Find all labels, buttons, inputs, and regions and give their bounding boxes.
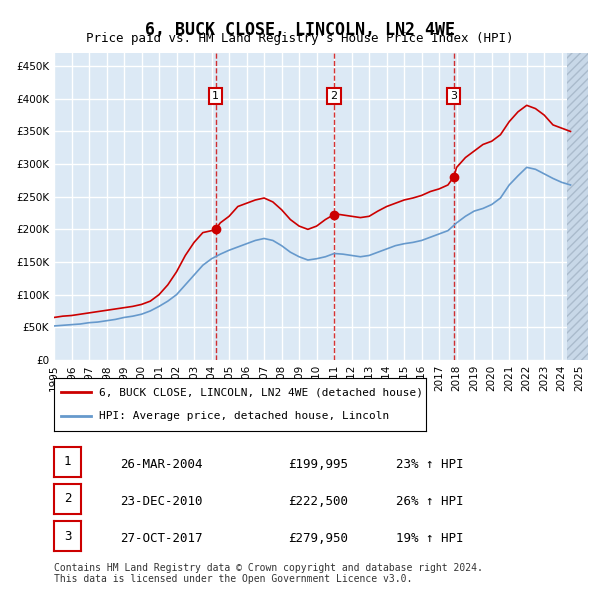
Text: HPI: Average price, detached house, Lincoln: HPI: Average price, detached house, Linc… <box>98 411 389 421</box>
Text: 26% ↑ HPI: 26% ↑ HPI <box>396 494 464 508</box>
Text: 6, BUCK CLOSE, LINCOLN, LN2 4WE (detached house): 6, BUCK CLOSE, LINCOLN, LN2 4WE (detache… <box>98 388 422 398</box>
Text: Contains HM Land Registry data © Crown copyright and database right 2024.
This d: Contains HM Land Registry data © Crown c… <box>54 563 483 585</box>
Text: £199,995: £199,995 <box>288 457 348 471</box>
Text: Price paid vs. HM Land Registry's House Price Index (HPI): Price paid vs. HM Land Registry's House … <box>86 32 514 45</box>
Text: 3: 3 <box>64 529 71 543</box>
Text: 2: 2 <box>64 492 71 506</box>
Text: £279,950: £279,950 <box>288 532 348 545</box>
Text: 1: 1 <box>212 91 219 101</box>
Text: 23-DEC-2010: 23-DEC-2010 <box>120 494 203 508</box>
Text: 6, BUCK CLOSE, LINCOLN, LN2 4WE: 6, BUCK CLOSE, LINCOLN, LN2 4WE <box>145 21 455 39</box>
Text: 23% ↑ HPI: 23% ↑ HPI <box>396 457 464 471</box>
Text: 26-MAR-2004: 26-MAR-2004 <box>120 457 203 471</box>
Text: 1: 1 <box>64 455 71 468</box>
Text: 19% ↑ HPI: 19% ↑ HPI <box>396 532 464 545</box>
Text: 2: 2 <box>330 91 337 101</box>
Text: £222,500: £222,500 <box>288 494 348 508</box>
Text: 27-OCT-2017: 27-OCT-2017 <box>120 532 203 545</box>
Text: 3: 3 <box>450 91 457 101</box>
Bar <box>567 53 588 360</box>
